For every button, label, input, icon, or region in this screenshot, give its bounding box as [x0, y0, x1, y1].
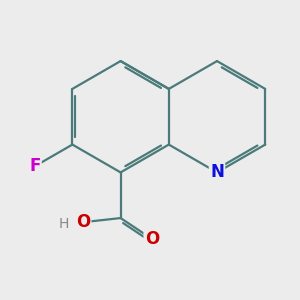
Text: F: F [29, 157, 40, 175]
Text: O: O [76, 213, 90, 231]
Text: H: H [58, 218, 69, 231]
Text: O: O [145, 230, 159, 248]
Text: N: N [210, 164, 224, 181]
